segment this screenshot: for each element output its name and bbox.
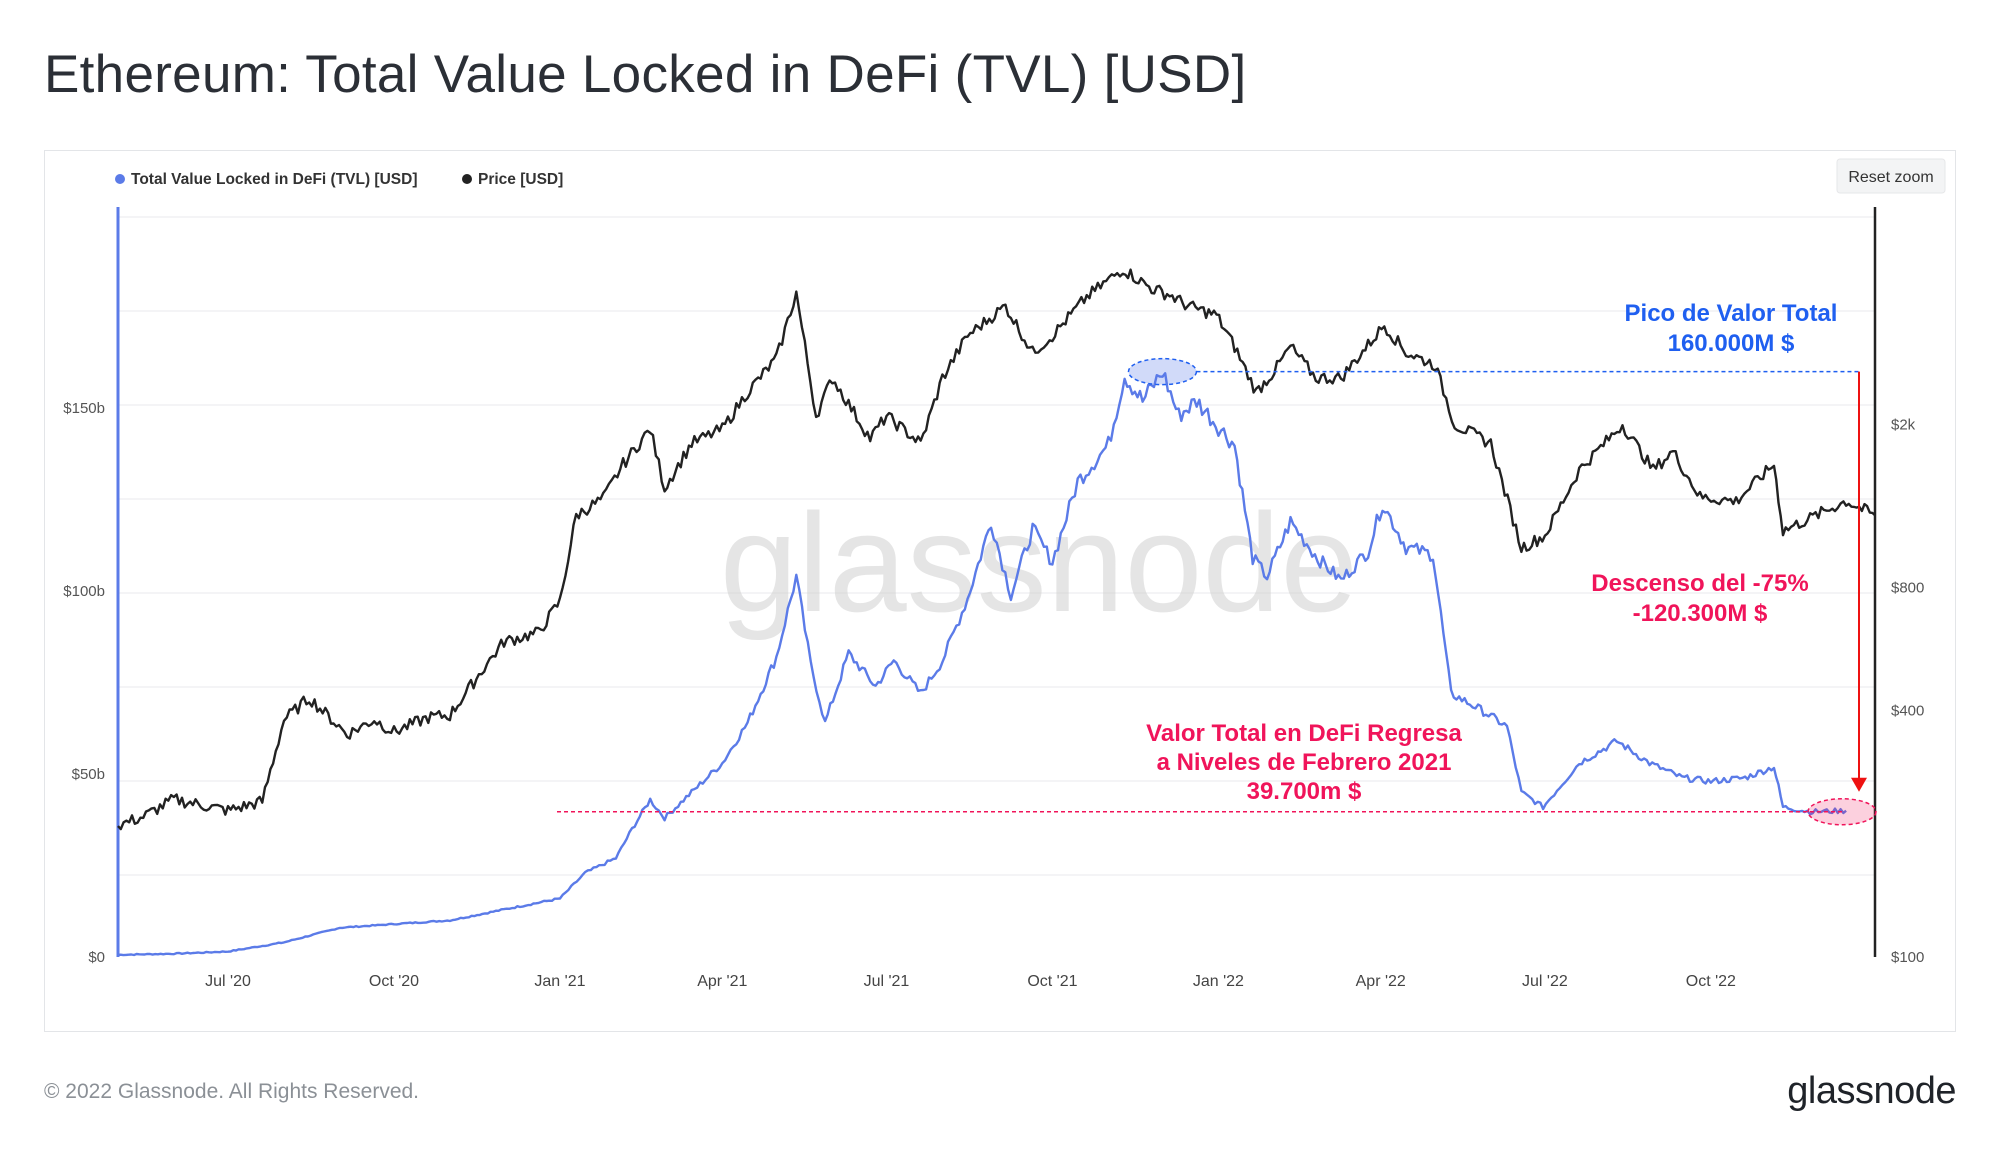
tvl-price-chart[interactable]: glassnode $0 $50b $100b $150b $100 $400 $800 $2…	[45, 151, 1957, 1033]
drop-annotation-text: Descenso del -75%	[1591, 570, 1808, 597]
peak-highlight	[1127, 357, 1198, 386]
y-left-tick-label: $150b	[63, 400, 105, 417]
price-series-line[interactable]	[117, 268, 1876, 831]
x-tick-label: Jul '21	[864, 973, 910, 990]
y-right-tick-label: $2k	[1891, 417, 1916, 434]
x-tick-label: Oct '20	[369, 973, 419, 990]
x-tick-label: Apr '21	[697, 973, 747, 990]
x-tick-label: Oct '22	[1686, 973, 1736, 990]
reset-zoom-label: Reset zoom	[1848, 169, 1933, 186]
reset-zoom-button[interactable]: Reset zoom	[1836, 158, 1946, 194]
watermark: glassnode	[720, 484, 1358, 641]
x-tick-label: Jan '22	[1193, 973, 1244, 990]
return-annotation-text: a Niveles de Febrero 2021	[1157, 749, 1452, 776]
x-tick-label: Jan '21	[534, 973, 585, 990]
x-tick-label: Oct '21	[1027, 973, 1077, 990]
y-left-tick-label: $0	[88, 949, 105, 966]
annotations: Pico de Valor Total 160.000M $ Descenso de…	[557, 300, 1877, 826]
footer-logo[interactable]: glassnode	[1787, 1070, 1956, 1112]
legend-label[interactable]: Total Value Locked in DeFi (TVL) [USD]	[131, 171, 418, 188]
legend-marker	[115, 174, 125, 184]
x-tick-label: Apr '22	[1356, 973, 1406, 990]
y-right-tick-label: $100	[1891, 949, 1924, 966]
legend-marker	[462, 174, 472, 184]
peak-annotation-text: Pico de Valor Total	[1625, 300, 1838, 327]
drop-annotation-text: -120.300M $	[1633, 600, 1768, 627]
x-tick-label: Jul '20	[205, 973, 251, 990]
page-title: Ethereum: Total Value Locked in DeFi (TV…	[44, 45, 1247, 104]
chart-frame: glassnode $0 $50b $100b $150b $100 $400 $800 $2…	[44, 150, 1956, 1032]
axes: $0 $50b $100b $150b $100 $400 $800 $2k Jul '20 Oc…	[63, 207, 1924, 990]
series	[117, 268, 1876, 957]
peak-annotation-text: 160.000M $	[1668, 330, 1795, 357]
return-highlight	[1807, 798, 1877, 826]
y-left-tick-label: $100b	[63, 583, 105, 600]
return-annotation-text: Valor Total en DeFi Regresa	[1146, 720, 1462, 747]
y-right-tick-label: $400	[1891, 703, 1924, 720]
gridlines	[118, 216, 1875, 876]
drop-arrow-head	[1851, 777, 1867, 792]
return-annotation-text: 39.700m $	[1247, 778, 1362, 805]
legend: Total Value Locked in DeFi (TVL) [USD] Pr…	[115, 171, 563, 188]
footer-copyright: © 2022 Glassnode. All Rights Reserved.	[44, 1080, 420, 1103]
y-left-tick-label: $50b	[72, 766, 105, 783]
tvl-series-line[interactable]	[117, 372, 1847, 957]
x-tick-label: Jul '22	[1522, 973, 1568, 990]
y-right-tick-label: $800	[1891, 579, 1924, 596]
legend-label[interactable]: Price [USD]	[478, 171, 563, 188]
